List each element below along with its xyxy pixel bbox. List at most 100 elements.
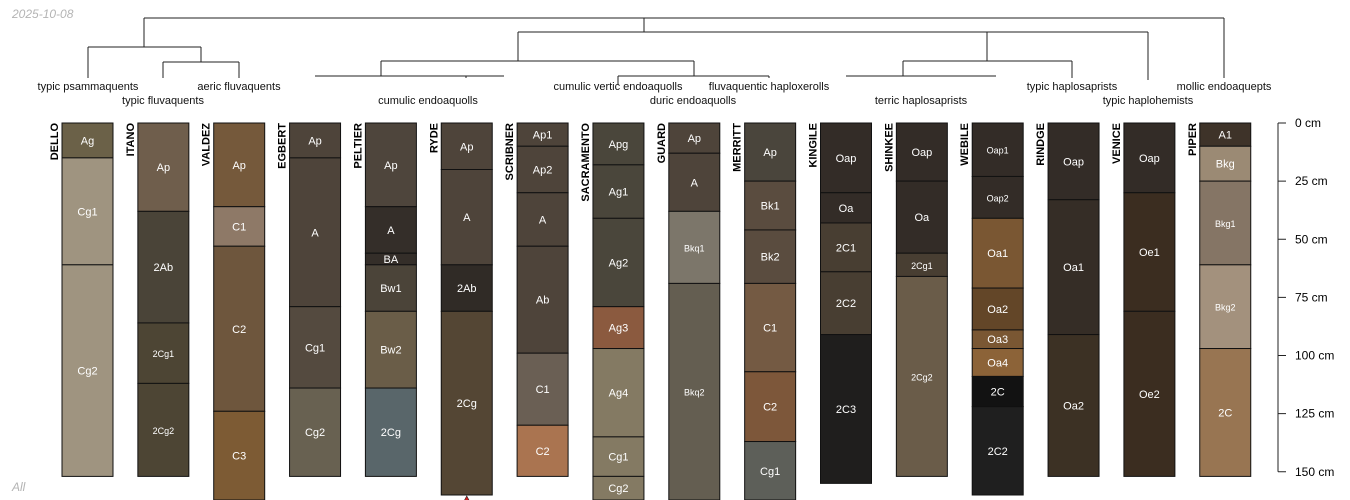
horizon-label: Bkq1 xyxy=(684,243,705,253)
horizon-label: Oap xyxy=(1063,156,1084,168)
horizon-block xyxy=(744,282,797,373)
depth-tick-label: 50 cm xyxy=(1295,232,1328,246)
horizon-block xyxy=(895,180,948,254)
horizon-block xyxy=(1047,122,1100,201)
profile-name-label: SCRIBNER xyxy=(504,123,516,181)
horizon-label: Ap1 xyxy=(533,130,553,142)
horizon-block xyxy=(971,348,1024,377)
horizon-block xyxy=(744,229,797,284)
group-label: typic psammaquents xyxy=(38,81,139,93)
horizon-label: Apg xyxy=(609,139,629,151)
horizon-label: 2C2 xyxy=(988,446,1008,458)
depth-tick-label: 150 cm xyxy=(1295,465,1334,479)
horizon-block xyxy=(1199,348,1252,477)
horizon-label: Ap xyxy=(763,147,776,159)
horizon-label: Oe2 xyxy=(1139,389,1160,401)
horizon-block xyxy=(971,217,1024,289)
horizon-label: C2 xyxy=(232,324,246,336)
profile-name-label: PELTIER xyxy=(352,123,364,169)
horizon-label: C2 xyxy=(536,446,550,458)
profile-name-label: VENICE xyxy=(1111,123,1123,164)
horizon-label: Oa2 xyxy=(987,304,1008,316)
horizon-label: Cg1 xyxy=(608,452,628,464)
horizon-block xyxy=(440,310,493,496)
horizon-label: Ap xyxy=(460,141,473,153)
horizon-label: Cg2 xyxy=(77,366,97,378)
horizon-label: Cg1 xyxy=(77,206,97,218)
group-label: typic haplohemists xyxy=(1103,95,1194,107)
horizon-block xyxy=(1047,334,1100,477)
horizon-label: Oap xyxy=(1139,153,1160,165)
horizon-label: 2Cg xyxy=(457,398,477,410)
depth-tick-label: 25 cm xyxy=(1295,174,1328,188)
horizon-block xyxy=(744,441,797,500)
depth-tick-label: 100 cm xyxy=(1295,349,1334,363)
horizon-block xyxy=(668,122,721,154)
horizon-label: Ap xyxy=(688,133,701,145)
horizon-label: 2Cg1 xyxy=(911,261,933,271)
horizon-label: Ag2 xyxy=(609,258,629,270)
group-label: terric haplosaprists xyxy=(875,95,968,107)
profile-name-label: RINDGE xyxy=(1035,123,1047,166)
group-label: duric endoaquolls xyxy=(650,95,737,107)
horizon-block xyxy=(440,169,493,266)
horizon-label: Oa1 xyxy=(987,248,1008,260)
horizon-label: Ag xyxy=(81,135,94,147)
horizon-block xyxy=(289,157,342,308)
horizon-block xyxy=(592,306,645,350)
horizon-block xyxy=(895,122,948,182)
profile-name-label: KINGILE xyxy=(808,123,820,168)
horizon-label: 2Cg xyxy=(381,427,401,439)
horizon-label: A1 xyxy=(1219,130,1232,142)
group-label: mollic endoaquepts xyxy=(1177,81,1272,93)
horizon-label: Ap2 xyxy=(533,165,553,177)
profile-name-label: RYDE xyxy=(428,123,440,153)
horizon-block xyxy=(744,180,797,231)
horizon-label: Cg2 xyxy=(608,483,628,495)
profile-name-label: EGBERT xyxy=(277,123,289,169)
profile-name-label: SHINKEE xyxy=(883,123,895,172)
profile-name-label: PIPER xyxy=(1187,123,1199,156)
horizon-block xyxy=(364,387,417,477)
horizon-label: Bw2 xyxy=(380,345,401,357)
horizon-block xyxy=(1199,180,1252,266)
horizon-block xyxy=(289,306,342,389)
horizon-label: Bkq2 xyxy=(684,388,705,398)
horizon-label: 2Ab xyxy=(457,283,477,295)
horizon-block xyxy=(364,310,417,389)
horizon-label: Ap xyxy=(384,160,397,172)
horizon-block xyxy=(61,122,114,159)
horizon-block xyxy=(820,271,872,336)
depth-tick-label: 125 cm xyxy=(1295,407,1334,421)
horizon-label: 2C2 xyxy=(836,298,856,310)
depth-tick-label: 75 cm xyxy=(1295,290,1328,304)
horizon-block xyxy=(137,322,190,384)
horizon-label: C3 xyxy=(232,451,246,463)
horizon-block xyxy=(592,348,645,438)
horizon-block xyxy=(971,175,1024,219)
horizon-label: 2Cg1 xyxy=(153,349,175,359)
horizon-block xyxy=(668,282,721,500)
horizon-label: Oap xyxy=(911,147,932,159)
horizon-block xyxy=(213,245,266,412)
group-label: cumulic endoaquolls xyxy=(378,95,478,107)
horizon-block xyxy=(137,210,190,324)
profile-name-label: WEBILE xyxy=(959,123,971,166)
horizon-label: Ag3 xyxy=(609,323,629,335)
horizon-label: A xyxy=(691,177,699,189)
horizon-label: Oa3 xyxy=(987,334,1008,346)
profile-name-label: ITANO xyxy=(125,123,137,157)
horizon-label: C2 xyxy=(763,402,777,414)
horizon-block xyxy=(213,410,266,500)
horizon-block xyxy=(516,245,569,354)
horizon-label: Bk1 xyxy=(761,201,780,213)
profile-name-label: SACRAMENTO xyxy=(580,123,592,202)
horizon-label: Oe1 xyxy=(1139,247,1160,259)
horizon-block xyxy=(1047,199,1100,336)
group-label: fluvaquentic haploxerolls xyxy=(709,81,830,93)
horizon-block xyxy=(1123,192,1176,312)
footer-label: All xyxy=(12,480,26,494)
horizon-label: Ag1 xyxy=(609,187,629,199)
horizon-block xyxy=(137,382,190,477)
